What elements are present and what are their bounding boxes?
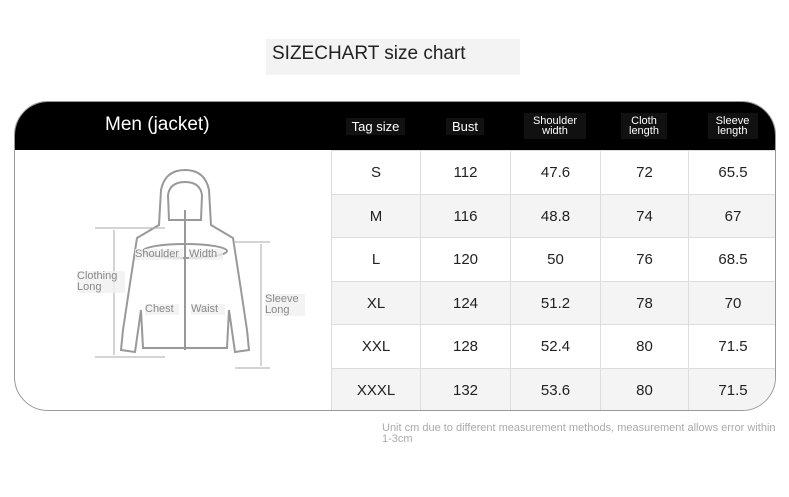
table-cell: 120 bbox=[420, 238, 510, 282]
size-chart-table: Men (jacket) Tag size Bust Shoulder widt… bbox=[14, 101, 776, 411]
section-label: Men (jacket) bbox=[105, 114, 210, 135]
page-title: SIZECHART size chart bbox=[266, 39, 520, 75]
sleeve-long-label: Sleeve Long bbox=[265, 294, 305, 316]
table-cell: 52.4 bbox=[510, 325, 600, 369]
waist-label: Waist bbox=[191, 304, 225, 315]
table-cell: 124 bbox=[420, 281, 510, 325]
table-row: XXXL 132 53.6 80 71.5 bbox=[331, 368, 775, 410]
table-header: Men (jacket) Tag size Bust Shoulder widt… bbox=[15, 102, 775, 150]
header-tag-size: Tag size bbox=[331, 102, 420, 150]
table-row: S 112 47.6 72 65.5 bbox=[331, 150, 775, 194]
table-cell: 70 bbox=[688, 281, 775, 325]
clothing-long-label: Clothing Long bbox=[77, 271, 125, 293]
table-cell: 80 bbox=[600, 325, 688, 369]
header-sleeve-length: Sleeve length bbox=[688, 102, 775, 150]
table-cell: 116 bbox=[420, 194, 510, 238]
table-row: L 120 50 76 68.5 bbox=[331, 237, 775, 282]
table-cell: 128 bbox=[420, 325, 510, 369]
table-cell: 50 bbox=[510, 238, 600, 282]
table-row: XL 124 51.2 78 70 bbox=[331, 280, 775, 325]
jacket-diagram: Shoulder Width Clothing Long Chest Waist… bbox=[15, 150, 331, 410]
table-row: M 116 48.8 74 67 bbox=[331, 193, 775, 238]
table-cell: 80 bbox=[600, 369, 688, 410]
table-cell: 74 bbox=[600, 194, 688, 238]
table-cell: 68.5 bbox=[688, 238, 775, 282]
width-label: Width bbox=[189, 249, 223, 260]
chest-label: Chest bbox=[145, 304, 179, 315]
header-bust: Bust bbox=[420, 102, 510, 150]
table-cell: 132 bbox=[420, 369, 510, 410]
table-cell: S bbox=[331, 151, 420, 194]
table-cell: 72 bbox=[600, 151, 688, 194]
table-cell: 53.6 bbox=[510, 369, 600, 410]
table-cell: 47.6 bbox=[510, 151, 600, 194]
table-cell: 48.8 bbox=[510, 194, 600, 238]
table-cell: 51.2 bbox=[510, 281, 600, 325]
table-cell: 71.5 bbox=[688, 325, 775, 369]
table-cell: M bbox=[331, 194, 420, 238]
measurement-note: Unit cm due to different measurement met… bbox=[382, 422, 776, 445]
table-cell: XXXL bbox=[331, 369, 420, 410]
table-cell: XXL bbox=[331, 325, 420, 369]
table-cell: 67 bbox=[688, 194, 775, 238]
table-cell: 78 bbox=[600, 281, 688, 325]
table-cell: 112 bbox=[420, 151, 510, 194]
header-cloth-length: Cloth length bbox=[600, 102, 688, 150]
shoulder-label: Shoulder bbox=[135, 249, 183, 260]
table-row: XXL 128 52.4 80 71.5 bbox=[331, 324, 775, 369]
header-shoulder-width: Shoulder width bbox=[510, 102, 600, 150]
table-cell: 65.5 bbox=[688, 151, 775, 194]
table-cell: XL bbox=[331, 281, 420, 325]
table-cell: 71.5 bbox=[688, 369, 775, 410]
table-cell: L bbox=[331, 238, 420, 282]
table-cell: 76 bbox=[600, 238, 688, 282]
jacket-illustration bbox=[95, 168, 270, 369]
